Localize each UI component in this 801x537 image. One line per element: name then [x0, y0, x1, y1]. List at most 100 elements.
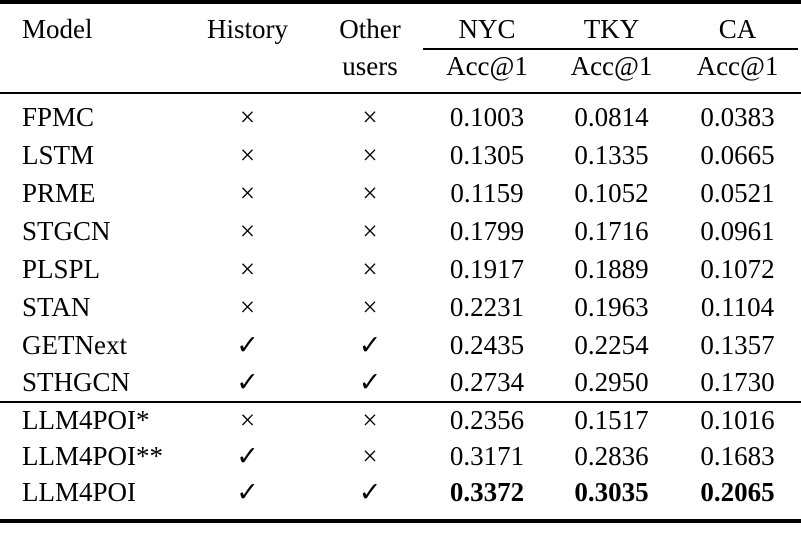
other-users-mark: ×	[315, 438, 425, 474]
model-name: LLM4POI**	[22, 440, 163, 471]
acc1-value-nyc: 0.2734	[425, 364, 549, 403]
acc1-value-tky: 0.1052	[574, 177, 649, 208]
cross-icon: ×	[239, 215, 256, 246]
other-users-mark: ✓	[315, 474, 425, 510]
acc1-value-ca: 0.1730	[674, 364, 801, 403]
cross-icon: ×	[362, 405, 378, 435]
table-row: PLSPL × × 0.1917 0.1889 0.1072	[0, 250, 801, 288]
model-name: STHGCN	[0, 364, 180, 403]
table-body-llm4poi: LLM4POI* × × 0.2356 0.1517 0.1016 LLM4PO…	[0, 402, 801, 521]
history-mark: ✓	[180, 364, 315, 403]
history-mark: ×	[180, 250, 315, 288]
acc1-value-ca: 0.1072	[700, 253, 775, 284]
acc1-value-nyc: 0.2435	[449, 329, 525, 360]
acc1-value-ca: 0.1683	[700, 440, 775, 471]
acc1-value-tky: 0.2950	[549, 364, 674, 403]
history-mark: ×	[180, 93, 315, 136]
table-row: LLM4POI* × × 0.2356 0.1517 0.1016	[0, 402, 801, 438]
acc1-value-ca: 0.1104	[700, 291, 775, 322]
header-row-2: users Acc@1 Acc@1 Acc@1	[0, 48, 801, 94]
acc1-value-nyc: 0.1917	[449, 253, 525, 284]
history-mark: ×	[180, 288, 315, 326]
column-header-other-line1: Other	[339, 14, 401, 44]
acc1-value-tky: 0.1335	[574, 139, 649, 170]
metric-header-ca: Acc@1	[674, 48, 801, 94]
cross-icon: ×	[362, 215, 378, 246]
metric-header-nyc: Acc@1	[425, 48, 549, 94]
table-body-baselines: FPMC × × 0.1003 0.0814 0.0383 LSTM × × 0…	[0, 93, 801, 403]
model-name: PLSPL	[22, 253, 101, 284]
acc1-value-ca: 0.2065	[700, 476, 775, 507]
cross-icon: ×	[362, 291, 378, 322]
model-name: PRME	[22, 177, 96, 208]
cross-icon: ×	[239, 177, 256, 208]
acc1-value-tky: 0.1716	[574, 215, 649, 246]
acc1-value-ca: 0.1016	[700, 405, 775, 435]
cross-icon: ×	[239, 102, 256, 132]
cross-icon: ×	[239, 253, 256, 284]
check-icon: ✓	[358, 329, 382, 360]
history-mark: ×	[180, 174, 315, 212]
cross-icon: ×	[239, 291, 256, 322]
cross-icon: ×	[239, 139, 256, 170]
acc1-value-nyc: 0.1305	[449, 139, 525, 170]
model-name: LSTM	[22, 139, 95, 170]
acc1-value-ca: 0.0521	[700, 177, 775, 208]
acc1-value-ca: 0.1357	[700, 329, 775, 360]
table-header: Model History Other NYC TKY CA users Acc…	[0, 2, 801, 94]
acc1-value-nyc: 0.3372	[449, 476, 525, 507]
acc1-value-nyc: 0.1799	[449, 215, 525, 246]
column-header-model: Model	[22, 14, 93, 44]
cross-icon: ×	[362, 102, 378, 132]
history-mark: ✓	[180, 438, 315, 474]
acc1-value-nyc: 0.1003	[449, 102, 525, 132]
bottom-spacer-row	[0, 510, 801, 521]
acc1-value-ca: 0.0665	[700, 139, 775, 170]
check-icon: ✓	[236, 476, 259, 507]
history-mark: ✓	[180, 474, 315, 510]
other-users-mark: ×	[315, 136, 425, 174]
model-name: STAN	[22, 291, 91, 322]
acc1-value-ca: 0.0961	[700, 215, 775, 246]
check-icon: ✓	[358, 476, 382, 507]
check-icon: ✓	[236, 440, 259, 471]
acc1-value-nyc: 0.1159	[450, 177, 524, 208]
check-icon: ✓	[358, 367, 382, 397]
other-users-mark: ×	[315, 212, 425, 250]
other-users-mark: ×	[315, 402, 425, 438]
other-users-mark: ✓	[315, 364, 425, 403]
column-header-history-cont	[180, 48, 315, 94]
acc1-value-nyc: 0.2356	[449, 405, 525, 435]
header-row-1: Model History Other NYC TKY CA	[0, 2, 801, 48]
metric-header-tky: Acc@1	[549, 48, 674, 94]
acc1-value-tky: 0.3035	[574, 476, 649, 507]
model-name: LLM4POI*	[22, 405, 150, 435]
acc1-value-tky: 0.0814	[574, 102, 649, 132]
acc1-value-nyc: 0.2231	[449, 291, 525, 322]
acc1-value-tky: 0.1517	[574, 405, 649, 435]
history-mark: ✓	[180, 326, 315, 364]
column-header-history: History	[207, 14, 288, 44]
table-row: STHGCN ✓ ✓ 0.2734 0.2950 0.1730	[0, 364, 801, 403]
model-name: GETNext	[22, 329, 127, 360]
table-row: LSTM × × 0.1305 0.1335 0.0665	[0, 136, 801, 174]
cross-icon: ×	[362, 253, 378, 284]
check-icon: ✓	[236, 329, 259, 360]
dataset-header-tky: TKY	[583, 14, 640, 44]
bottom-spacer-cell	[0, 510, 801, 521]
acc1-value-tky: 0.2254	[574, 329, 649, 360]
other-users-mark: ×	[315, 93, 425, 136]
history-mark: ×	[180, 212, 315, 250]
table-row: STGCN × × 0.1799 0.1716 0.0961	[0, 212, 801, 250]
check-icon: ✓	[236, 367, 259, 397]
table-row: GETNext ✓ ✓ 0.2435 0.2254 0.1357	[0, 326, 801, 364]
table-row: STAN × × 0.2231 0.1963 0.1104	[0, 288, 801, 326]
model-name: FPMC	[22, 102, 95, 132]
history-mark: ×	[180, 136, 315, 174]
table-row: FPMC × × 0.1003 0.0814 0.0383	[0, 93, 801, 136]
other-users-mark: ×	[315, 250, 425, 288]
table-row: LLM4POI** ✓ × 0.3171 0.2836 0.1683	[0, 438, 801, 474]
other-users-mark: ×	[315, 174, 425, 212]
dataset-header-ca: CA	[718, 14, 757, 44]
